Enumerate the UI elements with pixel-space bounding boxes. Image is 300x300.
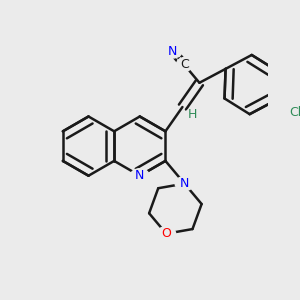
Text: C: C	[180, 58, 189, 71]
Text: Cl: Cl	[289, 106, 300, 119]
Text: N: N	[168, 44, 178, 58]
Ellipse shape	[130, 169, 149, 183]
Ellipse shape	[157, 227, 176, 241]
Ellipse shape	[175, 177, 194, 190]
Text: H: H	[188, 108, 197, 121]
Text: O: O	[161, 227, 171, 240]
Ellipse shape	[284, 106, 300, 119]
Ellipse shape	[176, 58, 192, 72]
Ellipse shape	[164, 44, 182, 58]
Text: N: N	[180, 177, 189, 190]
Ellipse shape	[186, 109, 200, 121]
Text: N: N	[135, 169, 145, 182]
